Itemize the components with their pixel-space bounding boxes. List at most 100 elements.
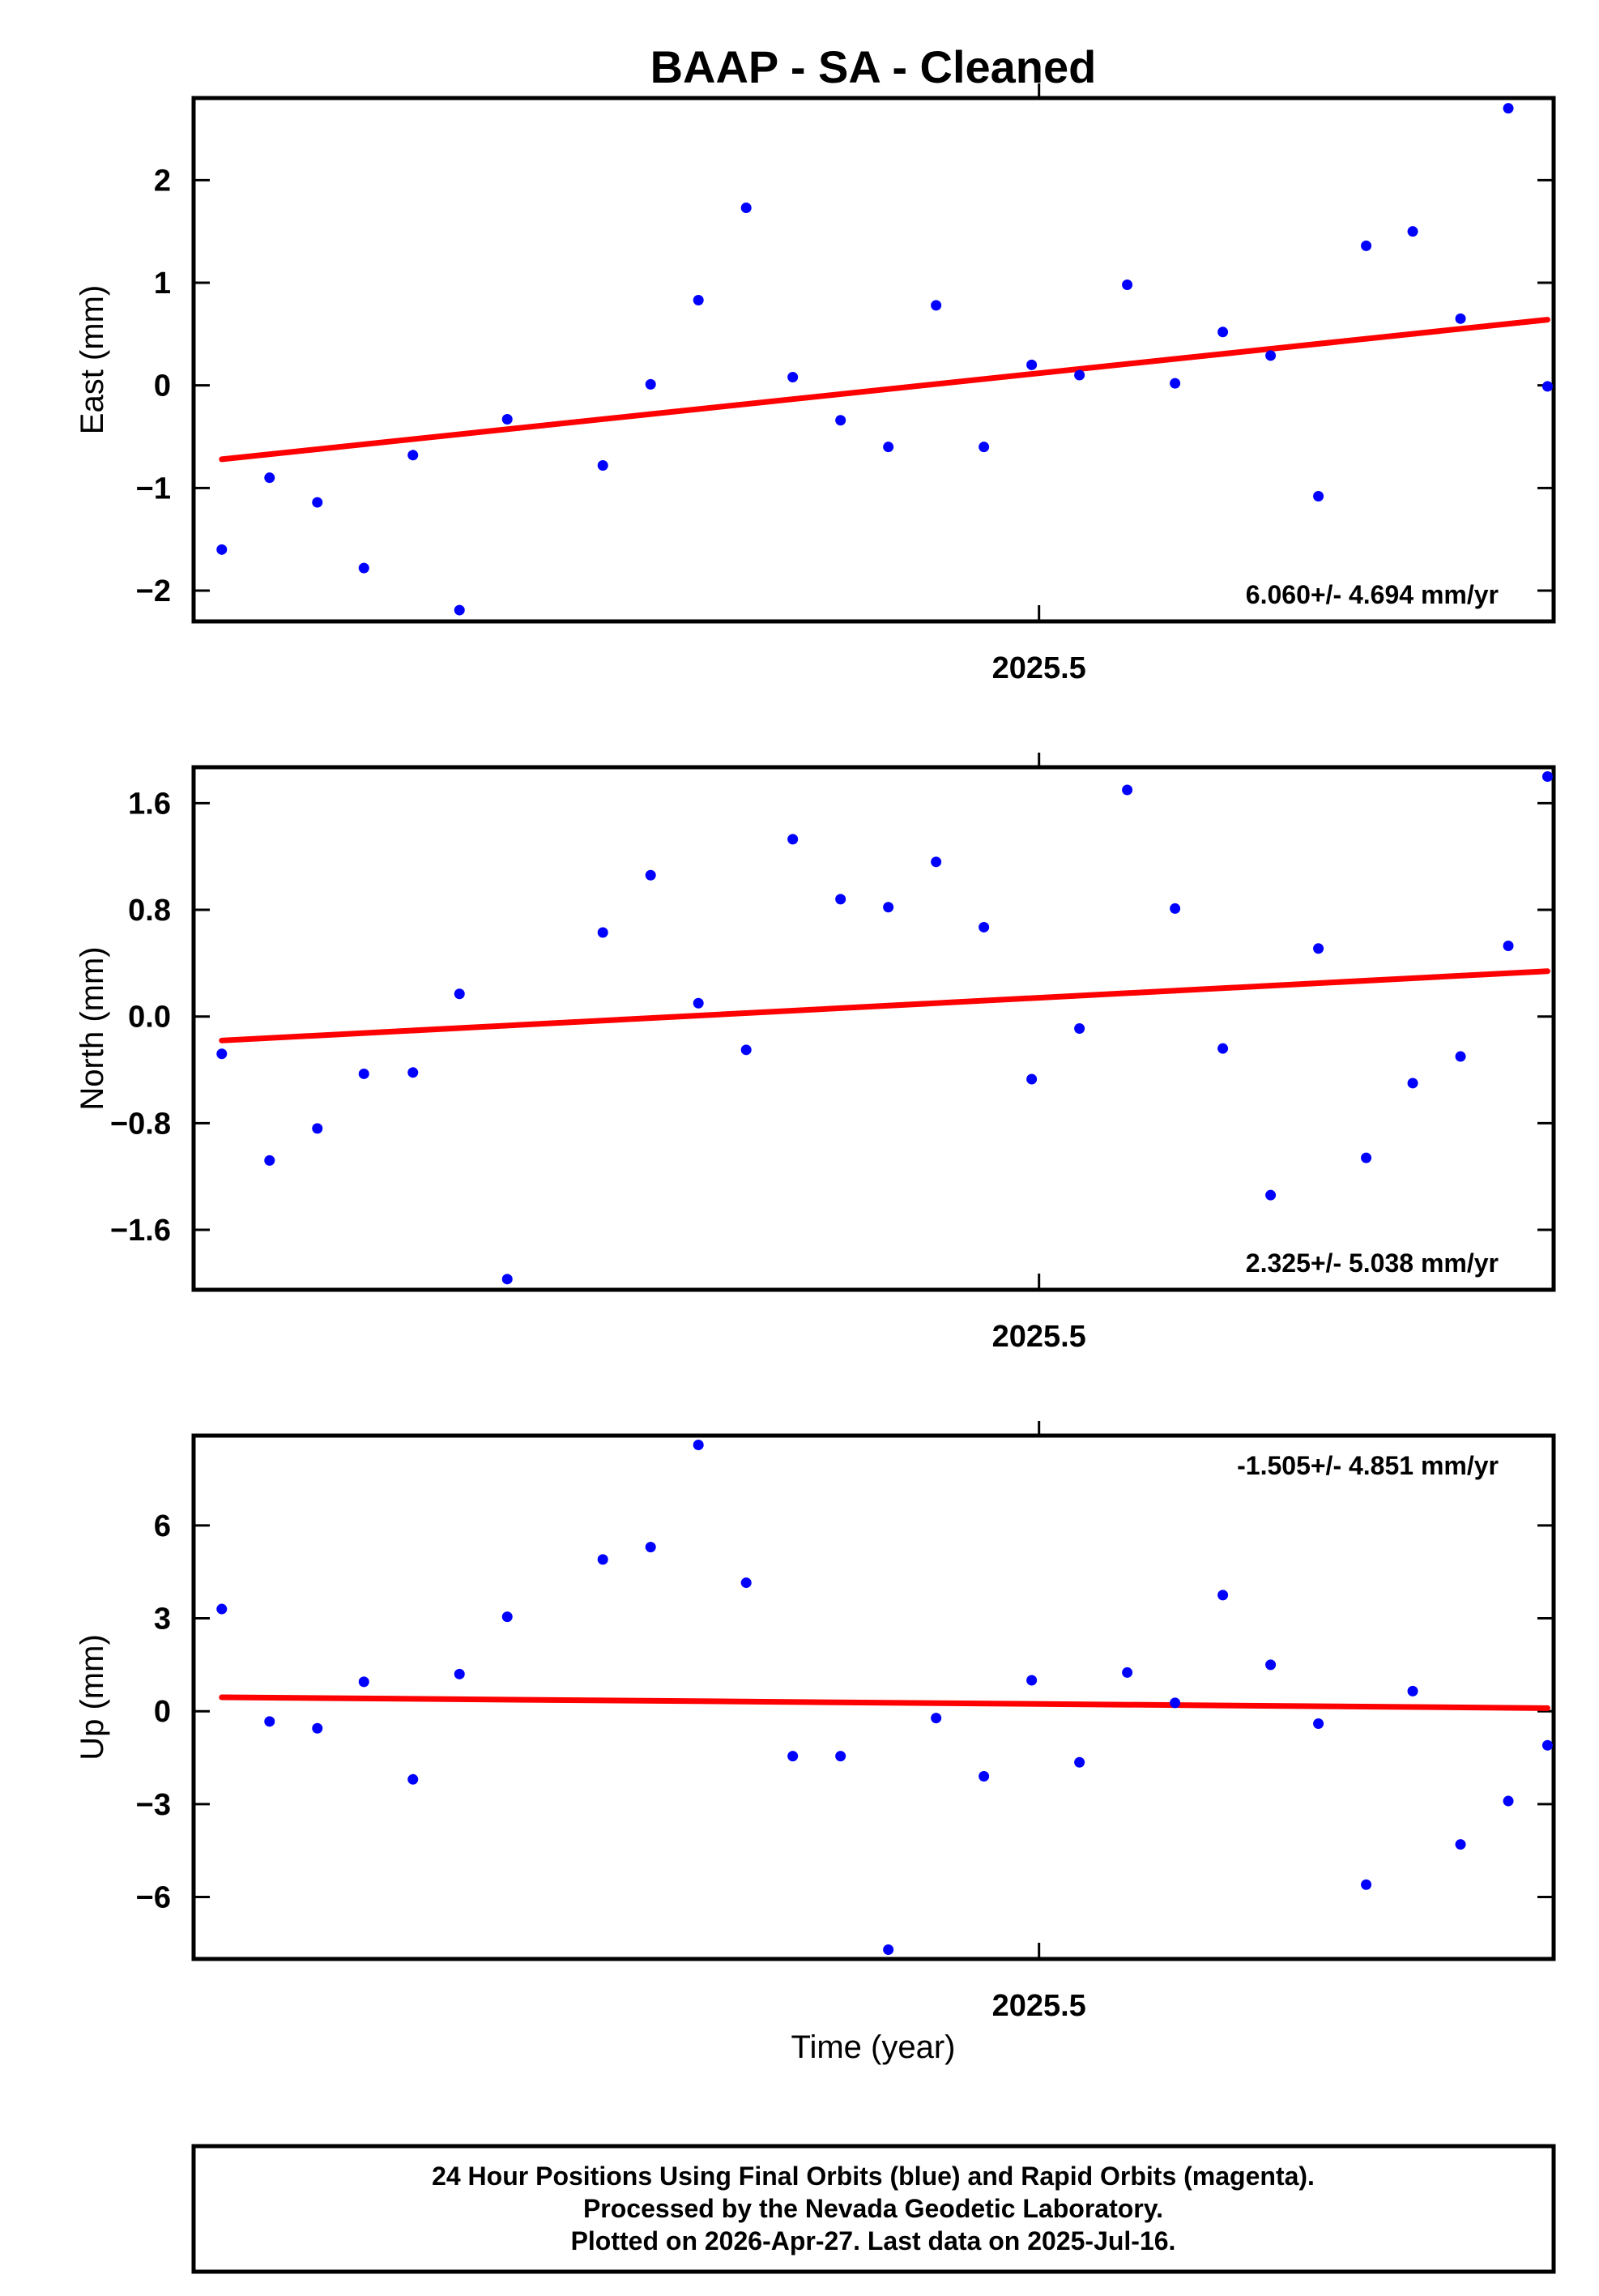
- footer-line-processed: Processed by the Nevada Geodetic Laborat…: [583, 2194, 1163, 2223]
- east-data-point: [1503, 103, 1514, 114]
- east-data-point: [1170, 378, 1181, 389]
- north-data-point: [216, 1048, 228, 1060]
- east-data-point: [597, 459, 608, 471]
- north-data-point: [883, 902, 894, 913]
- east-data-point: [358, 562, 369, 574]
- east-trend-line: [219, 317, 1550, 463]
- north-data-point: [407, 1067, 419, 1078]
- north-data-point: [1313, 943, 1324, 954]
- east-data-point: [1074, 369, 1085, 381]
- footer-box: [191, 2144, 1556, 2274]
- up-data-point: [358, 1676, 369, 1688]
- east-data-point: [835, 415, 846, 426]
- east-ytick-label: −2: [136, 574, 171, 608]
- north-ytick-label: −1.6: [110, 1214, 171, 1248]
- up-data-point: [1503, 1795, 1514, 1807]
- up-data-point: [740, 1577, 752, 1589]
- up-y-axis-label: Up (mm): [75, 1634, 110, 1760]
- north-data-point: [1361, 1152, 1372, 1163]
- east-data-point: [931, 300, 942, 311]
- up-data-point: [979, 1770, 990, 1782]
- north-panel: −1.6 −0.8 0.0 0.8 1.6 2025.5 North (mm) 2.325+/…: [75, 753, 1556, 1354]
- east-data-point: [1217, 326, 1229, 338]
- up-data-point: [931, 1713, 942, 1724]
- north-data-point: [1170, 903, 1181, 914]
- east-ytick-label: 2: [154, 164, 171, 198]
- east-data-point: [312, 497, 323, 508]
- up-ytick-label: 3: [154, 1603, 171, 1637]
- up-data-point: [454, 1668, 465, 1679]
- up-xtick-label: 2025.5: [992, 1989, 1086, 2023]
- east-data-point: [407, 450, 419, 461]
- north-data-point: [501, 1274, 513, 1285]
- footer-line-plotted: Plotted on 2026-Apr-27. Last data on 202…: [571, 2226, 1176, 2255]
- east-plot-frame: [191, 96, 1556, 624]
- north-data-point: [693, 997, 704, 1009]
- north-data-point: [1407, 1078, 1418, 1089]
- up-data-point: [1217, 1590, 1229, 1601]
- up-data-point: [1407, 1685, 1418, 1696]
- up-data-point: [264, 1716, 275, 1727]
- east-data-point: [979, 442, 990, 453]
- up-data-point: [216, 1603, 228, 1615]
- up-data-point: [1455, 1839, 1466, 1850]
- north-y-axis-label: North (mm): [75, 946, 110, 1110]
- east-xtick-label: 2025.5: [992, 651, 1086, 685]
- up-data-point: [1361, 1879, 1372, 1890]
- north-trend-line: [219, 968, 1550, 1043]
- up-data-point: [693, 1439, 704, 1450]
- up-data-point: [312, 1722, 323, 1734]
- east-y-axis-label: East (mm): [75, 285, 110, 434]
- east-data-point: [1541, 381, 1553, 392]
- east-data-point: [501, 413, 513, 425]
- north-ytick-label: 1.6: [128, 787, 171, 821]
- up-data-point: [883, 1944, 894, 1956]
- north-data-point: [931, 856, 942, 868]
- up-ytick-label: −6: [136, 1881, 171, 1915]
- east-ytick-label: 1: [154, 267, 171, 301]
- up-ytick-label: −3: [136, 1788, 171, 1822]
- north-data-point: [264, 1154, 275, 1166]
- up-data-point: [407, 1773, 419, 1785]
- north-ytick-label: 0.0: [128, 1001, 171, 1035]
- east-data-point: [1407, 226, 1418, 237]
- east-data-point: [645, 378, 656, 390]
- north-data-point: [1217, 1043, 1229, 1054]
- up-data-point: [1122, 1667, 1133, 1678]
- east-ytick-label: 0: [154, 369, 171, 403]
- east-data-point: [216, 544, 228, 555]
- north-data-point: [1122, 784, 1133, 796]
- up-rate-label: -1.505+/- 4.851 mm/yr: [1237, 1451, 1499, 1480]
- north-xtick-label: 2025.5: [992, 1320, 1086, 1354]
- east-data-point: [740, 203, 752, 214]
- up-data-point: [501, 1611, 513, 1623]
- north-ytick-label: −0.8: [110, 1107, 171, 1141]
- east-data-point: [264, 472, 275, 484]
- up-ytick-label: 0: [154, 1695, 171, 1729]
- up-data-point: [835, 1751, 846, 1762]
- east-data-point: [883, 442, 894, 453]
- north-plot-frame: [191, 765, 1556, 1292]
- east-panel: −2 −1 0 1 2 2025.5 East (mm) 6.060+/- 4.694 mm/…: [75, 83, 1556, 685]
- north-data-point: [835, 894, 846, 905]
- north-data-point: [1541, 771, 1553, 783]
- x-axis-label: Time (year): [791, 2029, 956, 2065]
- up-data-point: [1265, 1659, 1277, 1671]
- north-data-point: [1265, 1189, 1277, 1201]
- up-data-point: [1541, 1739, 1553, 1751]
- chart-title: BAAP - SA - Cleaned: [650, 41, 1097, 92]
- up-trend-line: [219, 1694, 1550, 1711]
- north-data-point: [358, 1068, 369, 1079]
- east-data-point: [454, 604, 465, 616]
- up-plot-frame: [191, 1433, 1556, 1961]
- up-data-point: [1313, 1718, 1324, 1729]
- up-data-point: [787, 1751, 799, 1762]
- east-data-point: [1026, 359, 1038, 370]
- east-data-point: [1455, 313, 1466, 324]
- east-data-point: [787, 372, 799, 383]
- up-ytick-label: 6: [154, 1509, 171, 1543]
- north-rate-label: 2.325+/- 5.038 mm/yr: [1246, 1248, 1499, 1278]
- north-data-point: [740, 1044, 752, 1056]
- north-ytick-label: 0.8: [128, 894, 171, 928]
